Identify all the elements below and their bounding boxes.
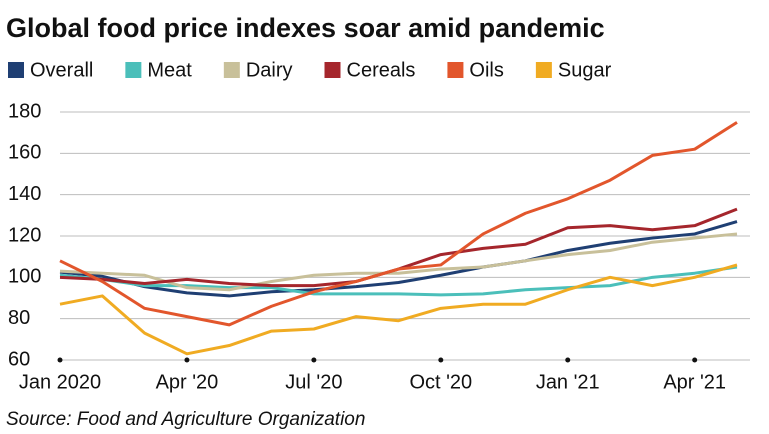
y-tick-label: 60 [8, 348, 30, 370]
x-tick [692, 357, 698, 363]
legend-swatch [324, 62, 341, 78]
x-tick-label: Jan '21 [536, 371, 600, 393]
legend-swatch [535, 62, 552, 78]
x-tick [565, 357, 571, 363]
line [59, 232, 738, 292]
legend-swatch [8, 62, 24, 78]
line [59, 121, 738, 327]
legend-swatch [125, 62, 142, 78]
x-tick-label: Oct '20 [409, 371, 472, 393]
legend-swatch [223, 62, 240, 78]
x-tick [438, 357, 444, 363]
legend-swatch [447, 62, 464, 78]
x-tick-label: Apr '20 [156, 371, 219, 393]
legend-label: Dairy [246, 59, 293, 81]
x-tick [311, 357, 317, 363]
line [59, 263, 738, 356]
legend-label: Cereals [347, 59, 416, 81]
y-tick-label: 160 [8, 142, 41, 164]
x-tick [184, 357, 190, 363]
y-tick-label: 80 [8, 307, 30, 329]
x-tick-label: Apr '21 [663, 371, 726, 393]
chart-title: Global food price indexes soar amid pand… [6, 13, 605, 43]
legend-label: Sugar [558, 59, 612, 81]
source: Source: Food and Agriculture Organizatio… [6, 409, 365, 430]
x-tick-label: Jul '20 [285, 371, 342, 393]
y-tick-label: 100 [8, 266, 41, 288]
x-tick-label: Jan 2020 [19, 371, 101, 393]
x-tick [57, 357, 63, 363]
line [59, 220, 738, 298]
legend-label: Overall [30, 59, 93, 81]
line [59, 265, 738, 297]
legend-label: Meat [147, 59, 192, 81]
y-tick-label: 120 [8, 224, 41, 246]
y-tick-label: 140 [8, 183, 41, 205]
legend-label: Oils [469, 59, 503, 81]
y-tick-label: 180 [8, 100, 41, 122]
